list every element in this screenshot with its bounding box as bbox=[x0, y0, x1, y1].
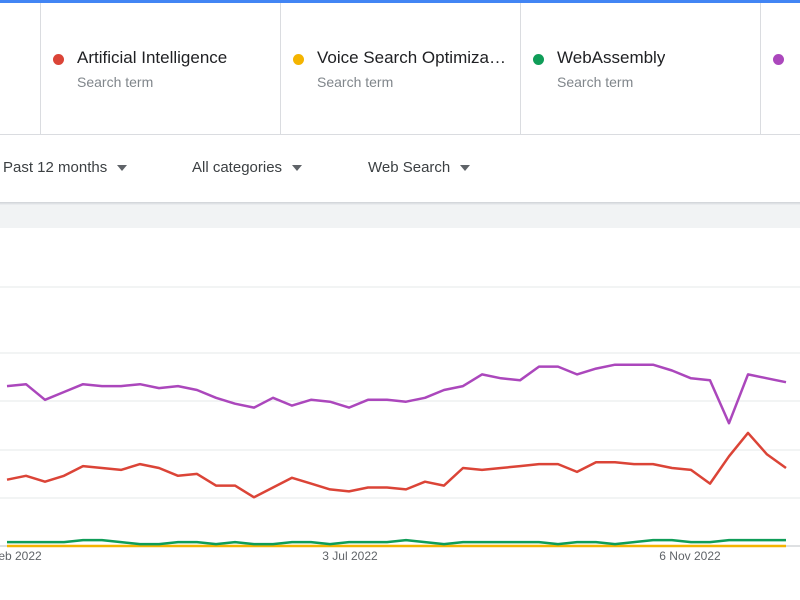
category-dropdown[interactable]: All categories bbox=[192, 159, 303, 176]
chart-series bbox=[6, 363, 787, 548]
search-type-label: Web Search bbox=[368, 159, 451, 176]
term-color-dot bbox=[533, 54, 544, 65]
series-line-webassembly bbox=[7, 538, 786, 546]
category-label: All categories bbox=[192, 159, 283, 176]
caret-down-icon bbox=[117, 164, 128, 171]
top-accent-bar bbox=[0, 0, 800, 3]
section-divider bbox=[0, 202, 800, 205]
search-type-dropdown[interactable]: Web Search bbox=[368, 159, 471, 176]
search-term-bar: Artificial Intelligence Search term Voic… bbox=[0, 3, 800, 135]
term-card-webassembly[interactable]: WebAssembly Search term bbox=[520, 3, 760, 134]
term-name: WebAssembly bbox=[557, 48, 666, 67]
term-type-label: Search term bbox=[317, 74, 394, 90]
term-color-dot bbox=[773, 54, 784, 65]
series-line-artificial-intelligence bbox=[6, 431, 787, 499]
time-range-label: Past 12 months bbox=[3, 159, 108, 176]
interest-over-time-chart: eb 2022 3 Jul 2022 6 Nov 2022 bbox=[0, 286, 800, 563]
chart-header-band bbox=[0, 205, 800, 228]
filter-bar: Past 12 months All categories Web Search bbox=[0, 136, 800, 202]
term-type-label: Search term bbox=[557, 74, 634, 90]
caret-down-icon bbox=[292, 164, 303, 171]
x-tick-label: eb 2022 bbox=[0, 549, 42, 563]
chart-gridlines bbox=[0, 286, 800, 547]
term-name: Voice Search Optimization bbox=[317, 48, 507, 67]
series-line bbox=[6, 363, 787, 425]
caret-down-icon bbox=[460, 164, 471, 171]
term-name: Artificial Intelligence bbox=[77, 48, 228, 67]
x-tick-label: 3 Jul 2022 bbox=[322, 549, 378, 563]
x-axis-ticks: eb 2022 3 Jul 2022 6 Nov 2022 bbox=[0, 549, 721, 563]
term-card-voice-search[interactable]: Voice Search Optimization Search term bbox=[280, 3, 520, 134]
time-range-dropdown[interactable]: Past 12 months bbox=[3, 159, 128, 176]
term-color-dot bbox=[293, 54, 304, 65]
term-type-label: Search term bbox=[77, 74, 154, 90]
term-card-fourth[interactable] bbox=[760, 3, 800, 134]
x-tick-label: 6 Nov 2022 bbox=[659, 549, 721, 563]
term-card-artificial-intelligence[interactable]: Artificial Intelligence Search term bbox=[40, 3, 280, 134]
term-color-dot bbox=[53, 54, 64, 65]
